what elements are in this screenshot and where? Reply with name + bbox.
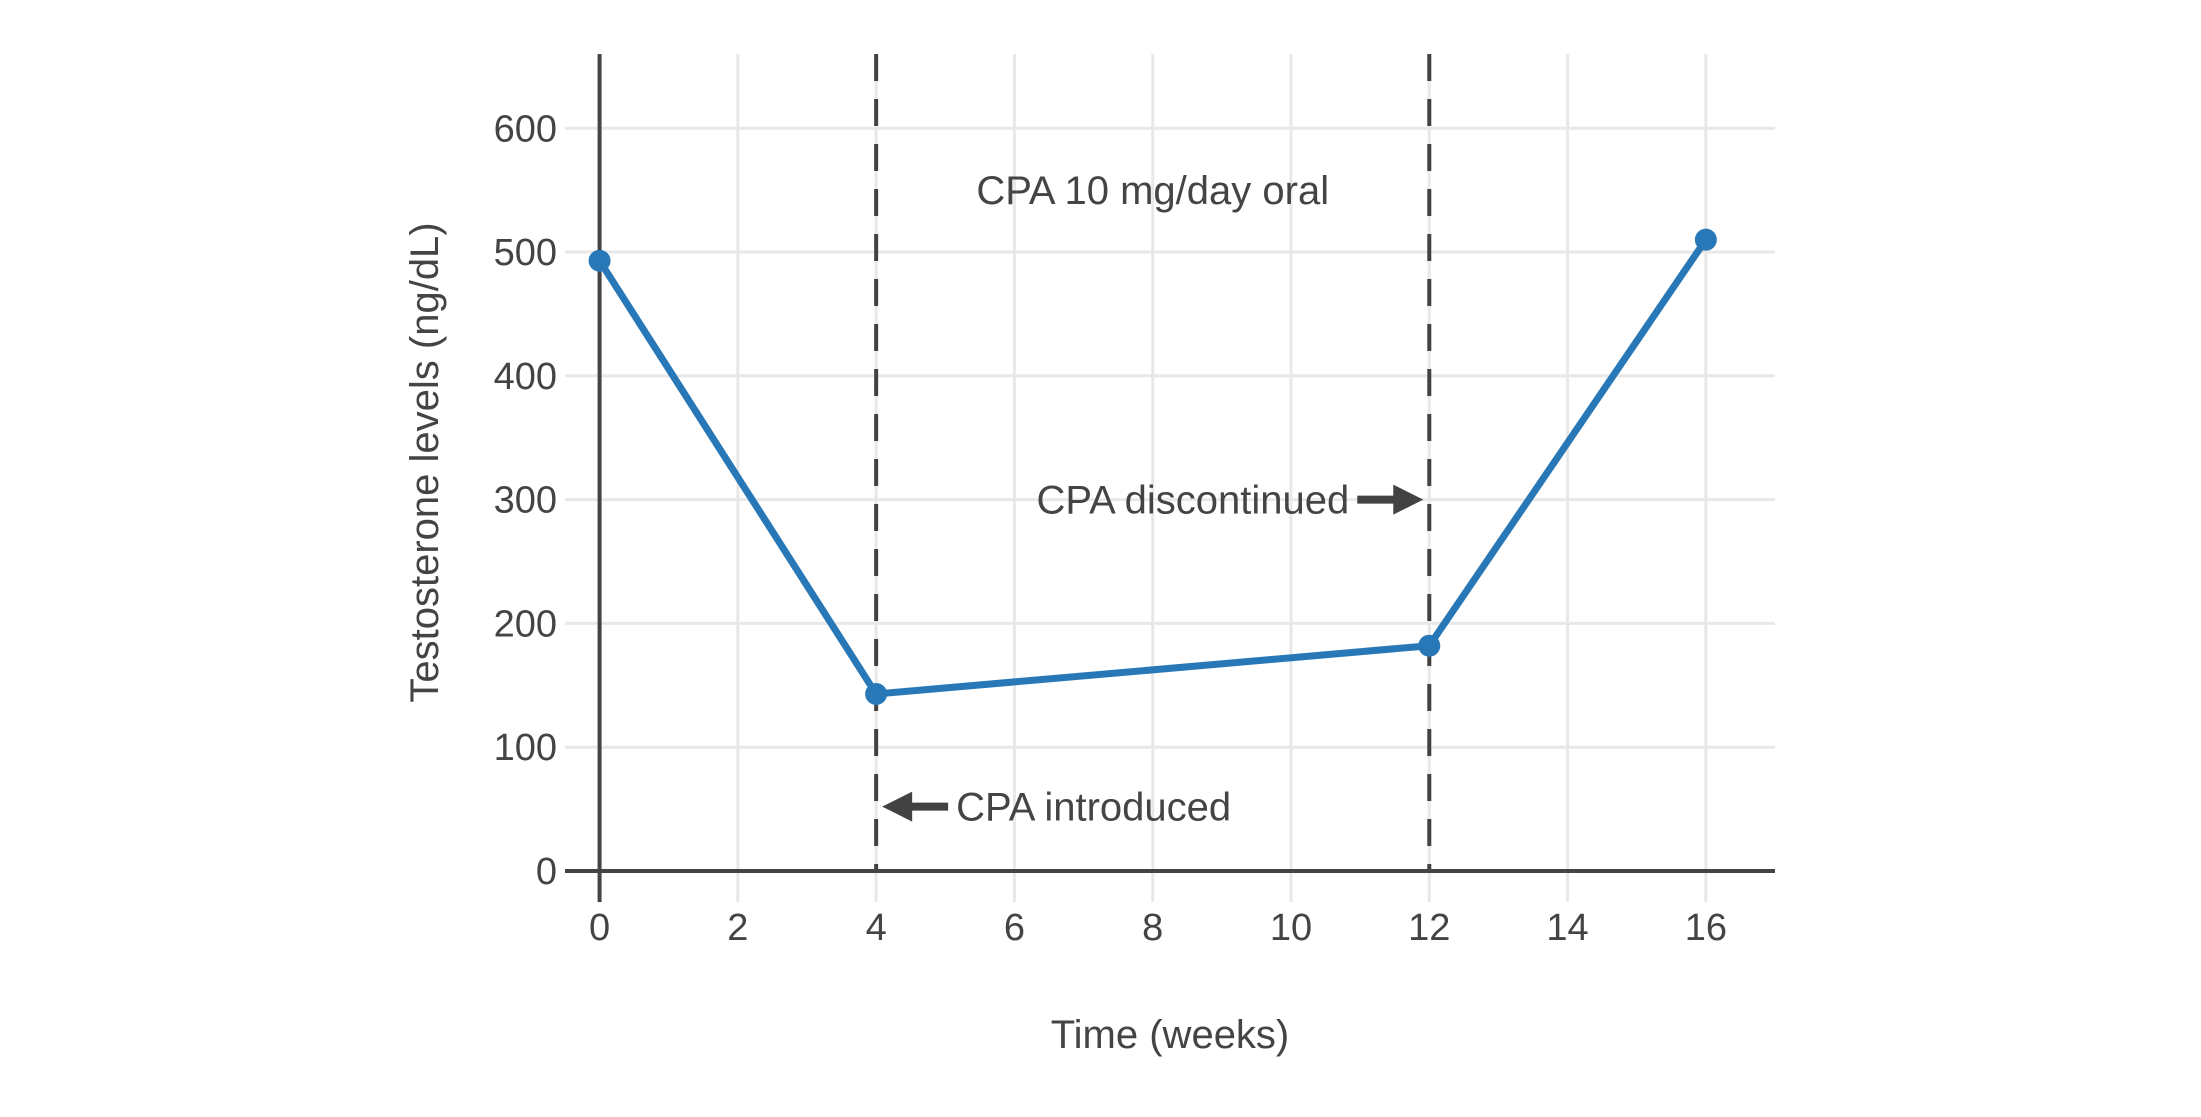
x-tick-label: 14 — [1546, 907, 1588, 949]
x-tick-label: 10 — [1270, 907, 1312, 949]
y-tick-label: 0 — [536, 851, 557, 893]
x-axis-title: Time (weeks) — [1051, 1013, 1290, 1057]
x-tick-label: 4 — [866, 907, 887, 949]
y-tick-label: 300 — [494, 480, 557, 522]
y-tick-label: 500 — [494, 232, 557, 274]
y-tick-label: 100 — [494, 727, 557, 769]
x-tick-label: 16 — [1685, 907, 1727, 949]
y-axis-title: Testosterone levels (ng/dL) — [403, 222, 447, 702]
data-point-marker-week-0 — [588, 249, 611, 272]
y-tick-label: 400 — [494, 356, 557, 398]
annotation-cpa-discontinued: CPA discontinued — [1036, 479, 1349, 523]
annotation-treatment-label: CPA 10 mg/day oral — [976, 169, 1329, 213]
x-tick-label: 6 — [1004, 907, 1025, 949]
data-point-marker-week-4 — [865, 682, 888, 705]
x-tick-label: 0 — [589, 907, 610, 949]
y-tick-label: 200 — [494, 603, 557, 645]
annotation-cpa-introduced: CPA introduced — [956, 786, 1231, 830]
arrow-right-icon — [1393, 484, 1424, 515]
series-line — [596, 236, 1710, 698]
arrow-left-icon — [882, 791, 913, 822]
data-point-marker-week-16 — [1694, 228, 1717, 251]
x-tick-label: 8 — [1142, 907, 1163, 949]
x-tick-label: 12 — [1408, 907, 1450, 949]
data-point-marker-week-12 — [1418, 634, 1441, 657]
x-tick-label: 2 — [727, 907, 748, 949]
y-tick-label: 600 — [494, 108, 557, 150]
